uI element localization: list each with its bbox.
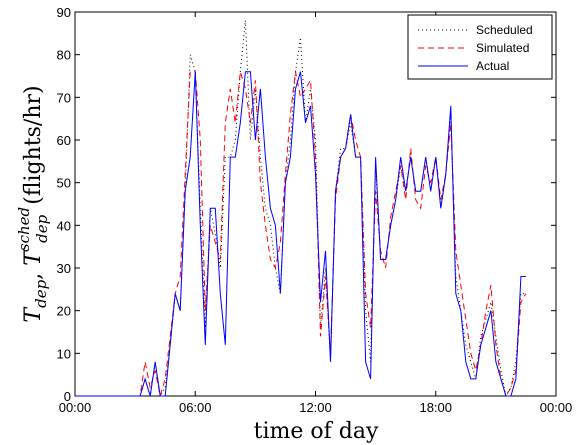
x-tick-label: 12:00 xyxy=(299,400,332,415)
y-label-sup2: sched xyxy=(15,207,33,251)
y-tick-label: 50 xyxy=(57,176,71,191)
x-tick-label: 18:00 xyxy=(419,400,452,415)
y-tick-label: 60 xyxy=(57,133,71,148)
y-label-sub2: dep xyxy=(33,214,51,242)
y-label-unit: (flights/hr) xyxy=(21,85,46,204)
y-label-sep: , xyxy=(21,266,46,280)
legend-box xyxy=(407,14,553,80)
series-line-actual xyxy=(75,71,526,397)
y-axis-label: Tdep, Tscheddep(flights/hr) xyxy=(15,85,51,322)
y-label-var1: T xyxy=(21,306,46,323)
x-tick-label: 00:00 xyxy=(59,400,92,415)
y-tick-label: 40 xyxy=(57,218,71,233)
y-label-sub1: dep xyxy=(32,279,50,307)
y-tick-label: 70 xyxy=(57,90,71,105)
x-tick-label: 06:00 xyxy=(179,400,212,415)
y-tick-label: 20 xyxy=(57,304,71,319)
x-tick-label: 00:00 xyxy=(540,400,573,415)
y-tick-label: 30 xyxy=(57,261,71,276)
svg-text:Tdep, Tscheddep(flights/hr): Tdep, Tscheddep(flights/hr) xyxy=(15,85,51,322)
y-label-var2: T xyxy=(21,249,46,266)
legend-label-scheduled: Scheduled xyxy=(476,23,533,37)
y-tick-label: 90 xyxy=(57,5,71,20)
legend: Scheduled Simulated Actual xyxy=(407,14,553,80)
x-axis-label: time of day xyxy=(254,419,379,444)
y-tick-label: 0 xyxy=(64,389,71,404)
series-lines xyxy=(75,20,527,398)
series-line-simulated xyxy=(75,71,527,398)
legend-label-simulated: Simulated xyxy=(476,41,529,55)
y-tick-label: 10 xyxy=(57,346,71,361)
y-tick-label: 80 xyxy=(57,48,71,63)
x-axis-ticks: 00:00 06:00 12:00 18:00 00:00 xyxy=(59,12,573,415)
legend-label-actual: Actual xyxy=(476,59,509,73)
y-axis-ticks: 0 10 20 30 40 50 60 70 80 90 xyxy=(57,5,556,404)
